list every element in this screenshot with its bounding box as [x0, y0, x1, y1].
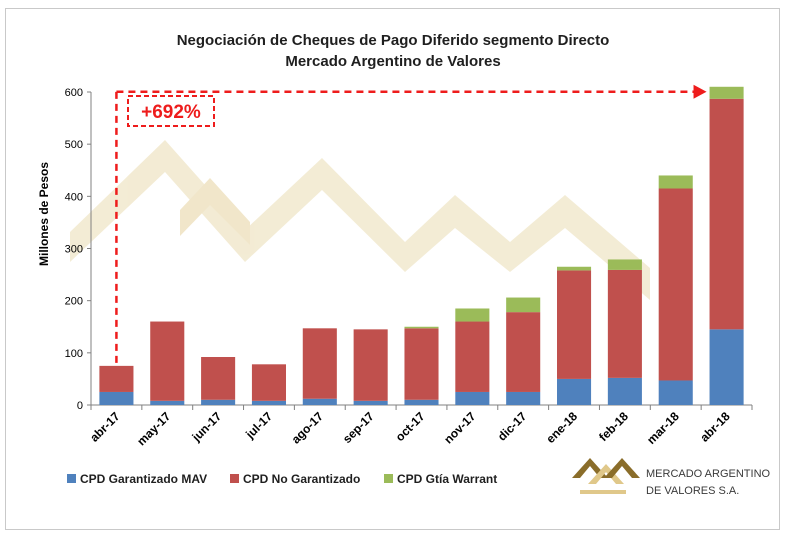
bar-1-abr-17	[99, 391, 134, 405]
bar-1-may-17	[150, 400, 185, 405]
annotation-box	[127, 95, 215, 127]
legend-swatch-2	[230, 474, 239, 483]
bar-1-dic-17	[506, 391, 541, 405]
legend: CPD Garantizado MAV CPD No Garantizado CPD…	[67, 472, 497, 486]
watermark-zigzag	[70, 140, 650, 300]
chart-frame	[5, 8, 780, 530]
bar-1-abr-18	[709, 329, 744, 405]
bar-1-nov-17	[455, 391, 490, 405]
bar-1-oct-17	[404, 399, 439, 405]
x-tick-label: abr-18	[697, 409, 733, 445]
x-tick-label: ago-17	[289, 409, 326, 446]
bar-3-dic-17	[506, 297, 541, 313]
x-axis-ticks: abr-17 may-17 jun-17 jul-17 ago-17 sep-17 oct-…	[87, 405, 753, 448]
y-axis-ticks: 0 100 200 300 400 500 600	[65, 87, 91, 412]
y-tick-label: 600	[65, 87, 83, 99]
bar-2-jun-17	[201, 357, 236, 400]
chart-title: Negociación de Cheques de Pago Diferido …	[177, 32, 610, 49]
legend-swatch-1	[67, 474, 76, 483]
x-tick-label: abr-17	[87, 409, 123, 445]
bar-1-feb-18	[607, 377, 642, 405]
legend-label-3: CPD Gtía Warrant	[397, 472, 497, 486]
mav-logo: MERCADO ARGENTINO DE VALORES S.A.	[572, 458, 771, 497]
x-tick-label: ene-18	[543, 409, 580, 446]
bar-2-ene-18	[557, 270, 592, 379]
bar-2-ago-17	[302, 328, 337, 399]
bar-2-abr-18	[709, 98, 744, 330]
bar-2-abr-17	[99, 365, 134, 392]
y-tick-label: 0	[77, 400, 83, 412]
bar-1-jul-17	[251, 400, 286, 405]
bar-2-oct-17	[404, 328, 439, 400]
y-tick-label: 500	[65, 139, 83, 151]
y-tick-label: 300	[65, 244, 83, 256]
x-tick-label: sep-17	[340, 409, 377, 446]
chart-subtitle: Mercado Argentino de Valores	[285, 53, 500, 70]
bar-2-sep-17	[353, 329, 388, 401]
y-axis-title: Millones de Pesos	[37, 162, 51, 266]
logo-line-1: MERCADO ARGENTINO	[646, 468, 771, 480]
bar-3-abr-18	[709, 86, 744, 99]
growth-annotation: +692%	[115, 84, 707, 363]
bar-2-feb-18	[607, 269, 642, 378]
x-tick-label: oct-17	[393, 409, 428, 444]
x-tick-label: may-17	[134, 409, 173, 448]
bar-2-jul-17	[251, 364, 286, 401]
x-tick-label: jun-17	[189, 409, 225, 445]
bar-3-nov-17	[455, 308, 490, 322]
bar-1-jun-17	[201, 399, 236, 405]
bar-1-ago-17	[302, 398, 337, 405]
x-tick-label: nov-17	[441, 409, 478, 446]
bar-2-may-17	[150, 321, 185, 401]
bar-3-feb-18	[607, 259, 642, 270]
logo-line-2: DE VALORES S.A.	[646, 485, 739, 497]
mav-logo-icon	[572, 458, 640, 494]
bars	[99, 86, 744, 405]
legend-label-2: CPD No Garantizado	[243, 472, 360, 486]
bar-1-mar-18	[658, 380, 693, 405]
bar-2-mar-18	[658, 188, 693, 381]
legend-label-1: CPD Garantizado MAV	[80, 472, 207, 486]
bar-3-ene-18	[557, 266, 592, 271]
y-tick-label: 100	[65, 348, 83, 360]
bar-2-dic-17	[506, 312, 541, 392]
x-tick-label: dic-17	[495, 409, 530, 444]
bar-1-sep-17	[353, 400, 388, 405]
legend-swatch-3	[384, 474, 393, 483]
bar-3-oct-17	[404, 326, 439, 329]
x-tick-label: feb-18	[596, 409, 631, 444]
bar-3-mar-18	[658, 175, 693, 189]
annotation-arrowhead	[693, 84, 707, 99]
y-tick-label: 200	[65, 296, 83, 308]
x-tick-label: jul-17	[242, 409, 275, 442]
bar-2-nov-17	[455, 321, 490, 392]
x-tick-label: mar-18	[644, 409, 682, 447]
annotation-text: +692%	[141, 102, 201, 123]
y-tick-label: 400	[65, 191, 83, 203]
bar-1-ene-18	[557, 378, 592, 405]
